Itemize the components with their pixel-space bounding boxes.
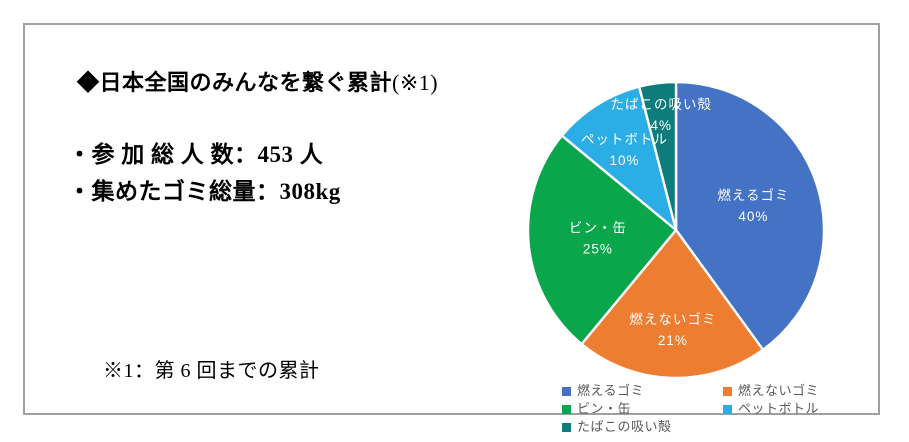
legend-swatch-icon [723,386,732,396]
legend-label: たばこの吸い殻 [577,419,672,434]
panel-title-text: ◆日本全国のみんなを繋ぐ累計 [77,70,393,95]
pie-slice-0 [674,80,826,351]
legend-item-0: 燃えるゴミ [562,382,723,400]
legend-swatch-icon [562,404,571,414]
pie-slice-1 [580,228,765,380]
pie-chart-svg: 燃えるゴミ 40% 燃えないゴミ 21% ビン・缶 25% ペットボトル 10%たばこの吸い殻… [526,80,826,380]
legend-item-1: 燃えないゴミ [723,382,819,400]
legend-item-2: ビン・缶 [562,400,723,418]
legend-swatch-icon [723,404,732,414]
pie-label-2: ビン・缶 25% [569,220,627,256]
stats-block: ・参 加 総 人 数：453 人 ・集めたゴミ総量：308kg [68,136,341,210]
legend-swatch-icon [562,386,571,396]
stat-total-garbage: ・集めたゴミ総量：308kg [68,179,341,204]
pie-label-0: 燃えるゴミ 40% [717,187,789,224]
pie-label-3: ペットボトル 10% [581,132,668,168]
chart-legend: 燃えるゴミ 燃えないゴミビン・缶 ペットボトルたばこの吸い殻 [562,382,819,436]
panel-title-note-ref: (※1) [392,70,439,95]
report-frame: ◆日本全国のみんなを繋ぐ累計(※1) ・参 加 総 人 数：453 人 ・集めた… [23,23,880,434]
legend-label: ペットボトル [738,401,820,416]
pie-slice-2 [526,134,678,346]
legend-item-4: たばこの吸い殻 [562,418,723,436]
panel-title: ◆日本全国のみんなを繋ぐ累計(※1) [77,69,438,97]
legend-label: ビン・缶 [577,401,632,416]
pie-label-4: たばこの吸い殻 4% [611,97,713,133]
pie-label-1: 燃えないゴミ 21% [629,311,716,348]
legend-label: 燃えないゴミ [738,383,820,398]
stat-participants: ・参 加 総 人 数：453 人 [68,142,324,167]
legend-swatch-icon [562,422,571,432]
legend-item-3: ペットボトル [723,400,819,418]
pie-slice-4 [637,80,678,232]
legend-label: 燃えるゴミ [577,383,645,398]
garbage-pie-chart: 燃えるゴミ 40% 燃えないゴミ 21% ビン・缶 25% ペットボトル 10% たばこの吸い殻… [521,75,831,385]
footnote: ※1：第 6 回までの累計 [103,360,320,382]
